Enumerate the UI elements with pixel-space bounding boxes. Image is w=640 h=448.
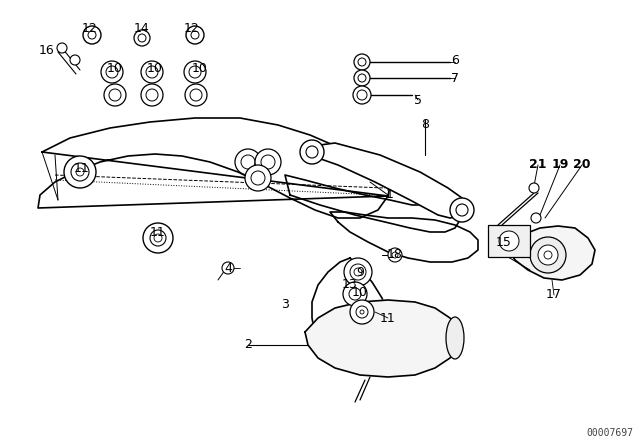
Text: 4: 4 xyxy=(224,262,232,275)
Circle shape xyxy=(150,230,166,246)
Circle shape xyxy=(104,84,126,106)
Circle shape xyxy=(300,140,324,164)
Circle shape xyxy=(141,61,163,83)
Text: 5: 5 xyxy=(414,94,422,107)
Circle shape xyxy=(83,26,101,44)
Circle shape xyxy=(544,251,552,259)
Polygon shape xyxy=(38,118,390,218)
Circle shape xyxy=(185,84,207,106)
Circle shape xyxy=(392,252,398,258)
Circle shape xyxy=(154,234,162,242)
Circle shape xyxy=(358,58,366,66)
Circle shape xyxy=(538,245,558,265)
Circle shape xyxy=(388,248,402,262)
Text: 20: 20 xyxy=(573,159,591,172)
Text: 12: 12 xyxy=(82,22,98,34)
Circle shape xyxy=(76,168,84,176)
Text: 19: 19 xyxy=(551,159,569,172)
Circle shape xyxy=(531,213,541,223)
Text: 3: 3 xyxy=(281,298,289,311)
Circle shape xyxy=(456,204,468,216)
Circle shape xyxy=(143,223,173,253)
Text: 15: 15 xyxy=(496,236,512,249)
Circle shape xyxy=(354,70,370,86)
Ellipse shape xyxy=(446,317,464,359)
Circle shape xyxy=(349,288,361,300)
Text: 13: 13 xyxy=(342,277,358,290)
Circle shape xyxy=(64,156,96,188)
Circle shape xyxy=(261,155,275,169)
Circle shape xyxy=(356,306,368,318)
Circle shape xyxy=(190,89,202,101)
Circle shape xyxy=(357,90,367,100)
Circle shape xyxy=(530,237,566,273)
Circle shape xyxy=(450,198,474,222)
Polygon shape xyxy=(508,226,595,280)
Circle shape xyxy=(235,149,261,175)
Circle shape xyxy=(189,66,201,78)
Circle shape xyxy=(251,171,265,185)
Text: 16: 16 xyxy=(39,43,55,56)
Circle shape xyxy=(360,310,364,314)
Text: 8: 8 xyxy=(421,119,429,132)
Circle shape xyxy=(358,74,366,82)
Text: 9: 9 xyxy=(356,266,364,279)
Circle shape xyxy=(245,165,271,191)
Polygon shape xyxy=(310,143,465,218)
FancyBboxPatch shape xyxy=(488,225,530,257)
Circle shape xyxy=(141,84,163,106)
Circle shape xyxy=(191,31,199,39)
Circle shape xyxy=(350,300,374,324)
Text: 10: 10 xyxy=(352,287,368,300)
Circle shape xyxy=(57,43,67,53)
Circle shape xyxy=(499,231,519,251)
Circle shape xyxy=(146,89,158,101)
Text: 00007697: 00007697 xyxy=(586,428,634,438)
Text: 7: 7 xyxy=(451,72,459,85)
Circle shape xyxy=(146,66,158,78)
Text: 2: 2 xyxy=(244,339,252,352)
Polygon shape xyxy=(312,258,390,372)
Circle shape xyxy=(71,163,89,181)
Circle shape xyxy=(350,264,366,280)
Text: 14: 14 xyxy=(134,22,150,34)
Circle shape xyxy=(354,54,370,70)
Text: 12: 12 xyxy=(184,22,200,34)
Circle shape xyxy=(138,34,146,42)
Text: 10: 10 xyxy=(192,61,208,74)
Circle shape xyxy=(88,31,96,39)
Circle shape xyxy=(106,66,118,78)
Circle shape xyxy=(255,149,281,175)
Polygon shape xyxy=(285,175,460,232)
Text: 18: 18 xyxy=(387,249,403,262)
Circle shape xyxy=(529,183,539,193)
Text: 1: 1 xyxy=(386,189,394,202)
Circle shape xyxy=(70,55,80,65)
Text: 6: 6 xyxy=(451,53,459,66)
Circle shape xyxy=(353,86,371,104)
Circle shape xyxy=(186,26,204,44)
Text: 10: 10 xyxy=(147,61,163,74)
Text: 21: 21 xyxy=(529,159,547,172)
Polygon shape xyxy=(330,212,478,262)
Text: 11: 11 xyxy=(150,225,166,238)
Circle shape xyxy=(134,30,150,46)
Circle shape xyxy=(344,258,372,286)
Circle shape xyxy=(241,155,255,169)
Circle shape xyxy=(109,89,121,101)
Text: 17: 17 xyxy=(546,289,562,302)
Circle shape xyxy=(306,146,318,158)
Circle shape xyxy=(343,282,367,306)
Circle shape xyxy=(222,262,234,274)
Circle shape xyxy=(354,268,362,276)
Circle shape xyxy=(184,61,206,83)
Text: 10: 10 xyxy=(107,61,123,74)
Polygon shape xyxy=(305,300,458,377)
Text: 11: 11 xyxy=(380,311,396,324)
Circle shape xyxy=(101,61,123,83)
Text: 11: 11 xyxy=(74,161,90,175)
